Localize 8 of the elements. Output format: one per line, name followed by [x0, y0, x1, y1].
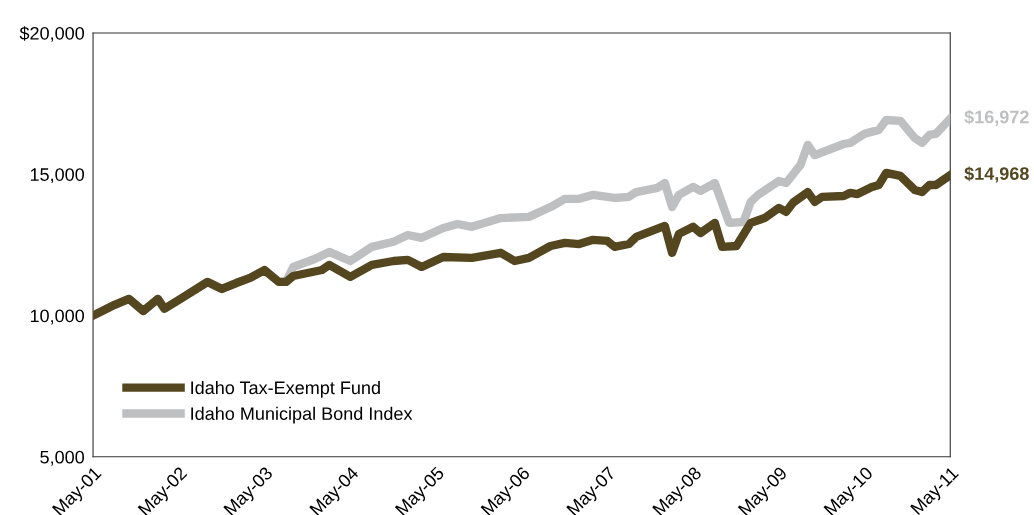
legend-label: Idaho Municipal Bond Index: [191, 406, 413, 424]
annotation: $16,972: [964, 109, 1029, 126]
y-tick-label: 15,000: [30, 168, 85, 184]
y-tick-label: 5,000: [40, 450, 85, 466]
legend-label: Idaho Tax-Exempt Fund: [191, 380, 380, 398]
annotation: $14,968: [964, 166, 1029, 183]
y-tick-label: $20,000: [19, 26, 85, 42]
y-tick-label: 10,000: [30, 309, 85, 325]
